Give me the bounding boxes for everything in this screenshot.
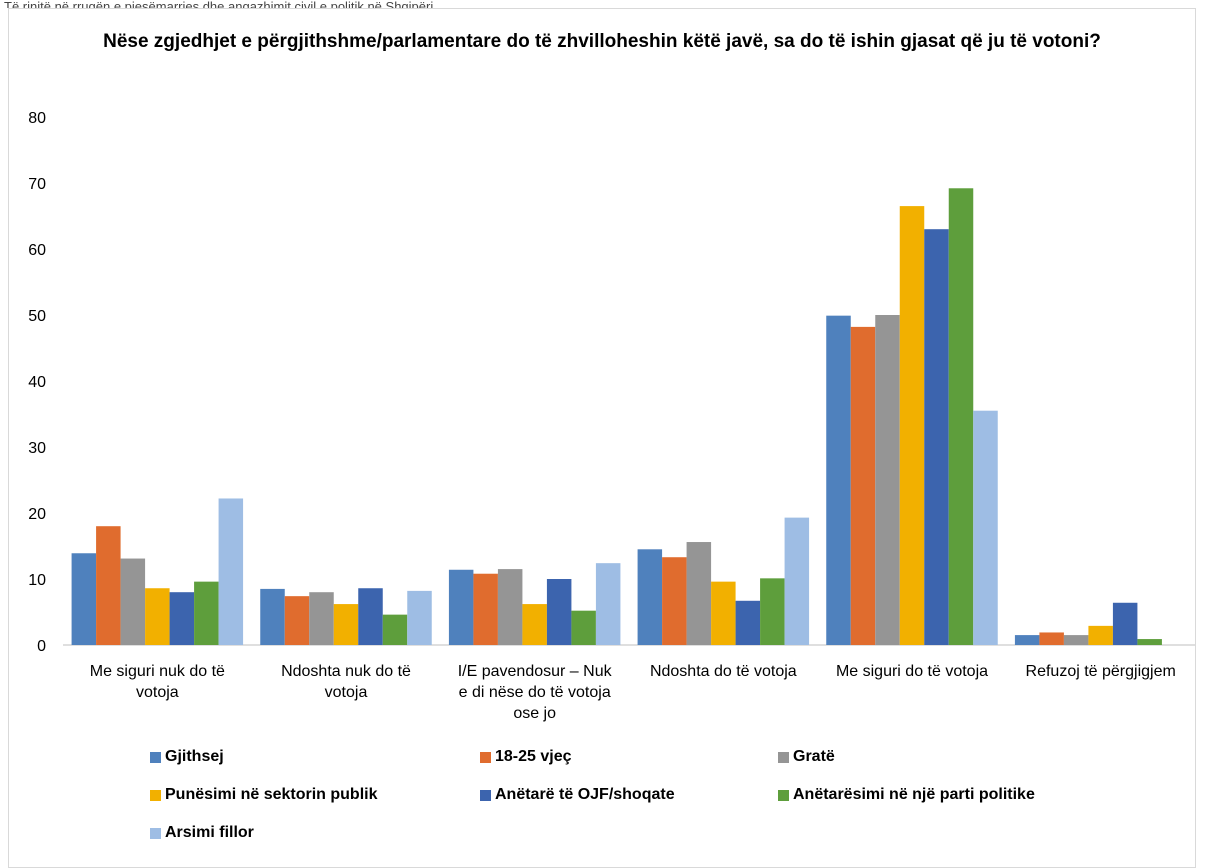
bar bbox=[194, 581, 219, 645]
bar bbox=[309, 592, 334, 645]
legend-label: Gratë bbox=[793, 748, 835, 765]
bar bbox=[1014, 635, 1040, 645]
bar bbox=[973, 410, 998, 645]
bar bbox=[1088, 625, 1113, 645]
bar bbox=[333, 604, 359, 645]
x-tick-label: Ndoshta nuk do të bbox=[281, 663, 411, 680]
bar bbox=[96, 526, 121, 645]
y-tick-label: 30 bbox=[28, 440, 46, 457]
bar bbox=[448, 569, 474, 645]
legend-swatch bbox=[778, 751, 789, 763]
legend-item: Arsimi fillor bbox=[150, 824, 254, 842]
legend-label: Arsimi fillor bbox=[165, 824, 254, 841]
bar bbox=[407, 590, 432, 645]
bar bbox=[711, 581, 736, 645]
legend-item: Gratë bbox=[778, 748, 835, 766]
x-tick-label: ose jo bbox=[513, 705, 556, 722]
y-tick-label: 80 bbox=[28, 110, 46, 127]
bar bbox=[1039, 632, 1064, 645]
legend-label: Anëtarësimi në një parti politike bbox=[793, 786, 1035, 803]
y-tick-label: 20 bbox=[28, 506, 46, 523]
bar bbox=[662, 557, 687, 645]
bar bbox=[71, 553, 97, 645]
legend-item: Anëtarësimi në një parti politike bbox=[778, 786, 1035, 804]
bar bbox=[218, 498, 244, 645]
legend-label: Gjithsej bbox=[165, 748, 224, 765]
legend-swatch bbox=[150, 827, 161, 839]
legend-swatch bbox=[150, 789, 161, 801]
legend-item: Anëtarë të OJF/shoqate bbox=[480, 786, 675, 804]
bar bbox=[850, 326, 876, 645]
bar bbox=[735, 600, 761, 645]
bar bbox=[497, 569, 523, 645]
legend-label: 18-25 vjeç bbox=[495, 748, 572, 765]
bar bbox=[1112, 602, 1138, 645]
legend-item: Punësimi në sektorin publik bbox=[150, 786, 378, 804]
chart-title: Nëse zgjedhjet e përgjithshme/parlamenta… bbox=[103, 31, 1101, 52]
x-tick-label: I/E pavendosur – Nuk bbox=[458, 663, 613, 680]
y-tick-label: 0 bbox=[37, 638, 46, 655]
legend-swatch bbox=[480, 789, 491, 801]
legend-label: Anëtarë të OJF/shoqate bbox=[495, 786, 675, 803]
bar bbox=[595, 563, 621, 645]
x-tick-label: votoja bbox=[136, 684, 179, 701]
bar bbox=[784, 517, 810, 645]
legend-swatch bbox=[778, 789, 789, 801]
x-tick-label: votoja bbox=[325, 684, 368, 701]
x-tick-label: Me siguri do të votoja bbox=[836, 663, 988, 680]
bar bbox=[1063, 635, 1089, 645]
bar bbox=[169, 592, 195, 645]
x-tick-label: Me siguri nuk do të bbox=[90, 663, 225, 680]
y-tick-label: 40 bbox=[28, 374, 46, 391]
bar bbox=[948, 188, 974, 645]
bar bbox=[875, 315, 900, 645]
bar bbox=[260, 588, 285, 645]
bar bbox=[546, 579, 572, 645]
legend-item: 18-25 vjeç bbox=[480, 748, 572, 766]
y-tick-label: 50 bbox=[28, 308, 46, 325]
bar bbox=[686, 542, 712, 645]
bar bbox=[637, 549, 663, 645]
bar bbox=[284, 596, 310, 645]
x-tick-label: e di nëse do të votoja bbox=[459, 684, 611, 701]
bar bbox=[826, 315, 851, 645]
bar bbox=[571, 610, 596, 645]
bar bbox=[924, 229, 949, 645]
bar bbox=[522, 604, 547, 645]
y-tick-label: 70 bbox=[28, 176, 46, 193]
legend-swatch bbox=[480, 751, 491, 763]
y-tick-label: 10 bbox=[28, 572, 46, 589]
bar bbox=[120, 558, 146, 645]
page-caption: Të rinjtë në rrugën e pjesëmarrjes dhe a… bbox=[4, 0, 434, 8]
x-tick-label: Refuzoj të përgjigjem bbox=[1026, 663, 1176, 680]
bar bbox=[145, 588, 170, 645]
bar bbox=[1137, 639, 1162, 645]
legend-label: Punësimi në sektorin publik bbox=[165, 786, 378, 803]
bar bbox=[382, 614, 408, 645]
bar bbox=[760, 578, 785, 645]
x-tick-label: Ndoshta do të votoja bbox=[650, 663, 797, 680]
bar bbox=[899, 206, 925, 645]
legend-swatch bbox=[150, 751, 161, 763]
bar bbox=[358, 588, 383, 645]
legend-item: Gjithsej bbox=[150, 748, 224, 766]
y-tick-label: 60 bbox=[28, 242, 46, 259]
bar bbox=[473, 573, 498, 645]
